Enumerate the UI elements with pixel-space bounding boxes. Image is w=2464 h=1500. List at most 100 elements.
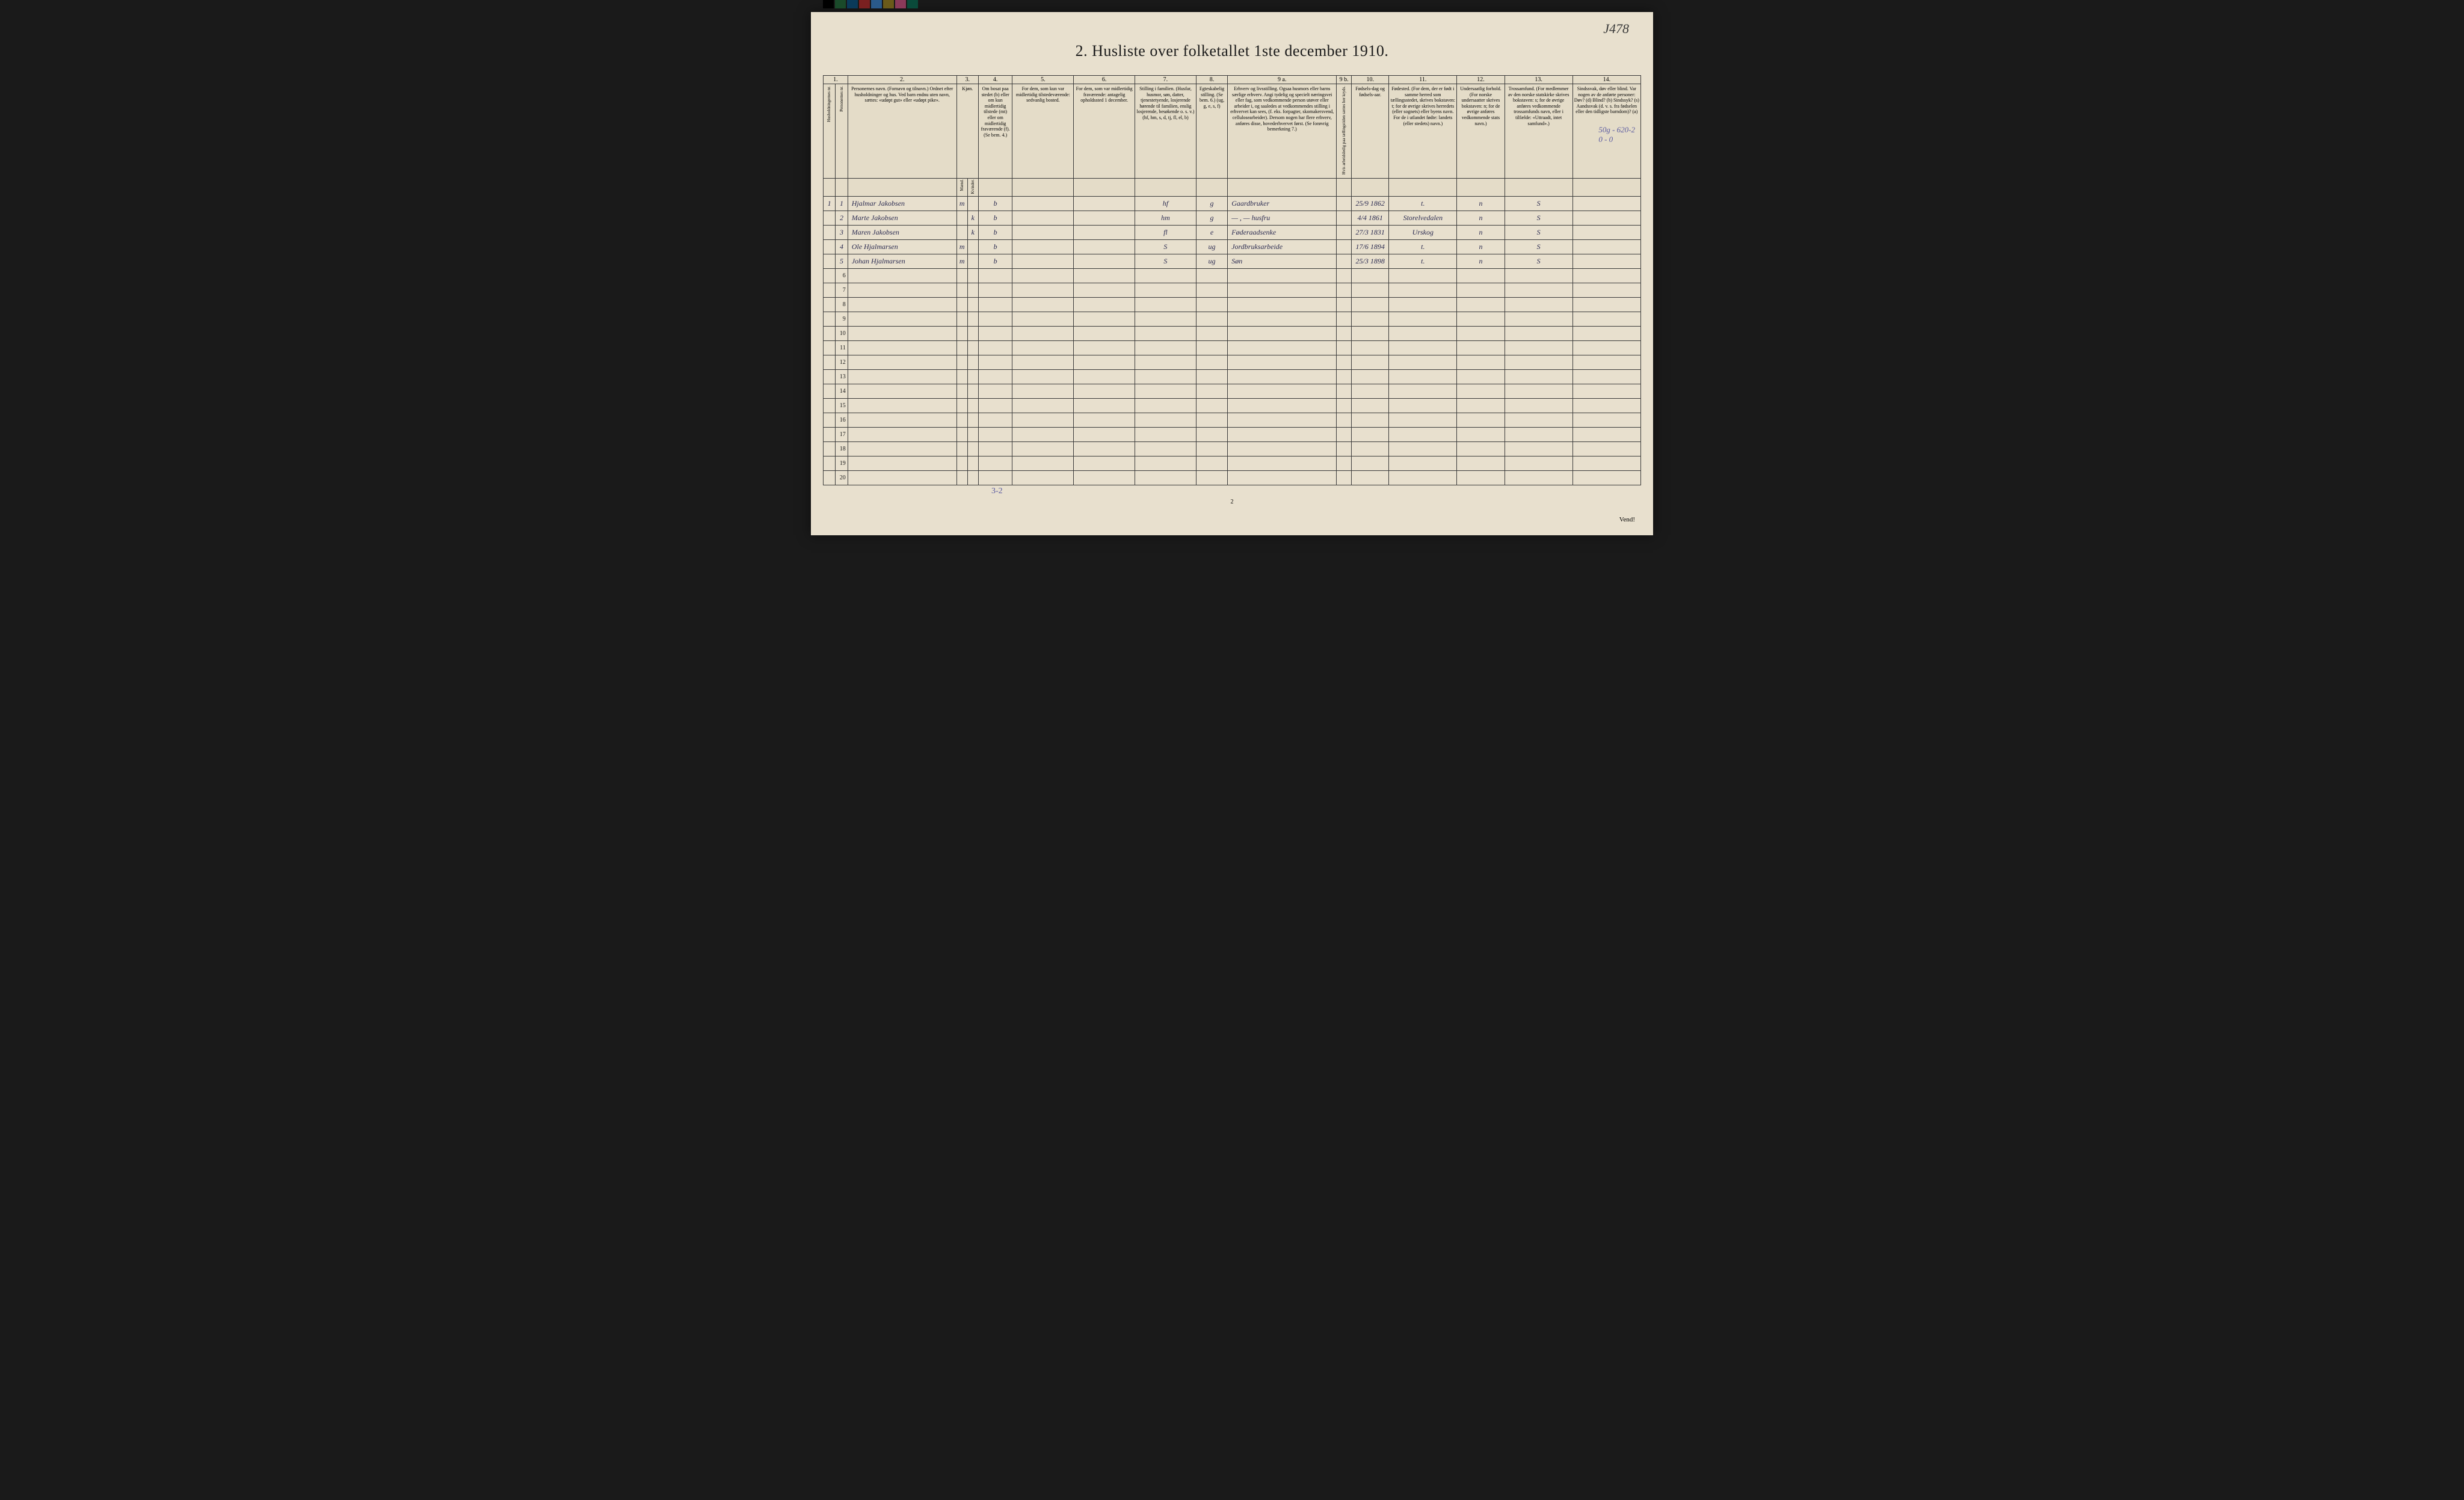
sub-empty14 <box>1505 178 1572 196</box>
cell-empty <box>1135 341 1197 355</box>
cell-empty <box>1074 399 1135 413</box>
sub-empty12 <box>1389 178 1457 196</box>
cell-empty <box>1337 442 1352 456</box>
cell-empty <box>848 456 956 471</box>
cell-sex-m <box>956 211 967 226</box>
cell-empty <box>1389 283 1457 298</box>
cell-empty <box>1228 341 1337 355</box>
table-row-empty: 8 <box>824 298 1641 312</box>
cell-empty <box>1505 399 1572 413</box>
cell-place: t. <box>1389 197 1457 211</box>
cell-empty <box>1352 384 1389 399</box>
cell-empty <box>956 298 967 312</box>
cell-empty <box>1074 327 1135 341</box>
cell-empty <box>956 471 967 485</box>
cell-empty <box>1457 269 1505 283</box>
cell-name: Marte Jakobsen <box>848 211 956 226</box>
table-row-empty: 17 <box>824 428 1641 442</box>
cell-pn: 4 <box>836 240 848 254</box>
cell-empty <box>848 384 956 399</box>
color-swatch <box>847 0 858 8</box>
cell-residence: b <box>978 226 1012 240</box>
cell-empty <box>1337 428 1352 442</box>
cell-empty <box>1337 384 1352 399</box>
sub-empty5 <box>1012 178 1074 196</box>
cell-empty <box>1074 341 1135 355</box>
cell-empty <box>1074 298 1135 312</box>
cell-empty <box>1228 413 1337 428</box>
cell-empty <box>1196 355 1227 370</box>
census-table: 1. 2. 3. 4. 5. 6. 7. 8. 9 a. 9 b. 10. 11… <box>823 75 1641 485</box>
cell-empty <box>967 269 978 283</box>
cell-empty <box>1572 370 1640 384</box>
cell-disability <box>1572 226 1640 240</box>
cell-empty <box>1572 428 1640 442</box>
color-swatch <box>859 0 870 8</box>
table-row-empty: 15 <box>824 399 1641 413</box>
cell-empty <box>1352 283 1389 298</box>
cell-residence: b <box>978 254 1012 269</box>
sub-empty13 <box>1457 178 1505 196</box>
table-row-empty: 12 <box>824 355 1641 370</box>
cell-empty <box>956 341 967 355</box>
cell-empty <box>978 413 1012 428</box>
cell-empty <box>1196 442 1227 456</box>
cell-empty <box>1135 327 1197 341</box>
cell-empty <box>824 327 836 341</box>
cell-sex-m <box>956 226 967 240</box>
cell-sex-m: m <box>956 197 967 211</box>
cell-empty <box>978 471 1012 485</box>
cell-empty <box>1196 428 1227 442</box>
cell-empty <box>1135 384 1197 399</box>
cell-empty <box>1352 327 1389 341</box>
cell-empty <box>1352 442 1389 456</box>
cell-empty <box>1457 442 1505 456</box>
cell-hh <box>824 240 836 254</box>
cell-empty <box>824 283 836 298</box>
cell-empty <box>1389 312 1457 327</box>
cell-empty <box>1572 312 1640 327</box>
color-swatch <box>907 0 918 8</box>
cell-pn: 2 <box>836 211 848 226</box>
cell-religion: S <box>1505 226 1572 240</box>
cell-empty <box>1228 370 1337 384</box>
cell-empty <box>1228 428 1337 442</box>
colnum-4: 4. <box>978 76 1012 84</box>
cell-empty <box>1074 428 1135 442</box>
colnum-14: 14. <box>1572 76 1640 84</box>
page-title: 2. Husliste over folketallet 1ste decemb… <box>823 42 1641 60</box>
cell-empty <box>1228 456 1337 471</box>
cell-empty <box>1457 399 1505 413</box>
cell-place: t. <box>1389 254 1457 269</box>
cell-empty <box>1337 399 1352 413</box>
cell-empty <box>1196 312 1227 327</box>
header-sex: Kjøn. <box>956 84 978 179</box>
cell-nationality: n <box>1457 240 1505 254</box>
header-hh-nr: Husholdningernes nr. <box>824 84 836 179</box>
cell-empty <box>1389 327 1457 341</box>
table-row-empty: 16 <box>824 413 1641 428</box>
sub-empty8 <box>1196 178 1227 196</box>
cell-empty <box>1457 355 1505 370</box>
colnum-12: 12. <box>1457 76 1505 84</box>
header-temp-absent: For dem, som var midlertidig fraværende:… <box>1074 84 1135 179</box>
cell-occupation: — , — husfru <box>1228 211 1337 226</box>
cell-empty <box>824 471 836 485</box>
cell-empty <box>1196 341 1227 355</box>
cell-empty <box>1135 312 1197 327</box>
sub-empty2 <box>836 178 848 196</box>
cell-birth: 4/4 1861 <box>1352 211 1389 226</box>
cell-empty <box>956 327 967 341</box>
cell-empty <box>1389 442 1457 456</box>
cell-empty <box>1337 298 1352 312</box>
cell-empty <box>1074 384 1135 399</box>
cell-empty <box>967 312 978 327</box>
cell-empty <box>1012 370 1074 384</box>
sub-empty1 <box>824 178 836 196</box>
cell-empty <box>1389 471 1457 485</box>
cell-empty <box>1572 456 1640 471</box>
cell-empty <box>1074 283 1135 298</box>
cell-empty: 10 <box>836 327 848 341</box>
cell-empty <box>1012 456 1074 471</box>
cell-empty: 6 <box>836 269 848 283</box>
